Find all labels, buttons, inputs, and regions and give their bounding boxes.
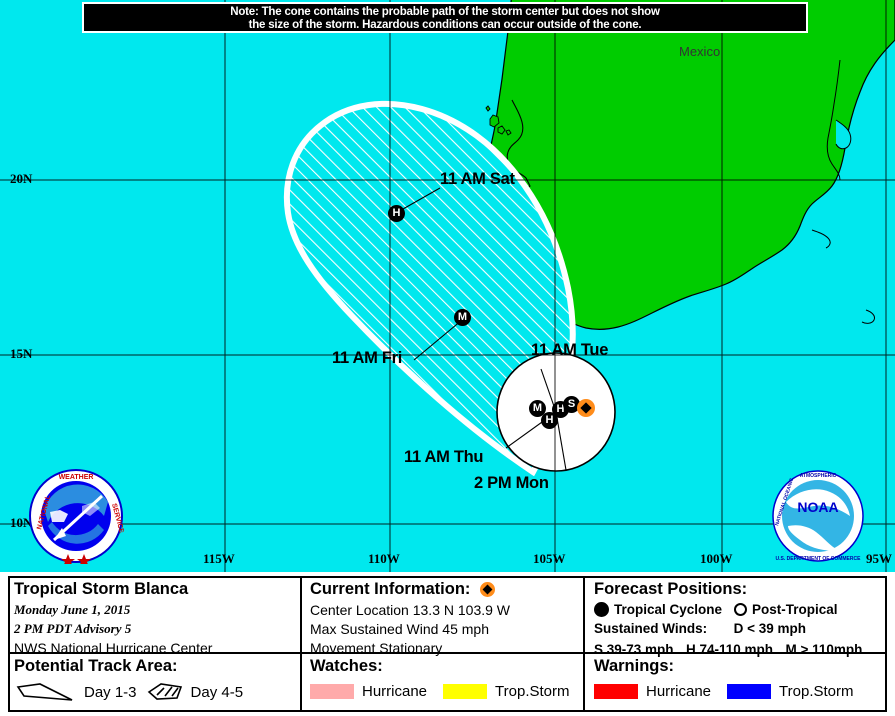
svg-text:ATMOSPHERIC: ATMOSPHERIC — [800, 473, 837, 479]
time-label-tue: 11 AM Tue — [531, 341, 609, 359]
note-line-2: the size of the storm. Hazardous conditi… — [248, 19, 642, 31]
potential-track-area-title: Potential Track Area: — [14, 657, 178, 675]
forecast-point-tue[interactable]: S — [563, 396, 580, 413]
nws-logo: WEATHER NATIONAL SERVICE — [29, 469, 124, 564]
cone-disclaimer-note: Note: The cone contains the probable pat… — [82, 2, 808, 33]
time-label-sat: 11 AM Sat — [440, 170, 515, 188]
day-4-5-label: Day 4-5 — [190, 683, 244, 701]
lat-label-10n: 10N — [10, 515, 33, 530]
lat-label-20n: 20N — [10, 171, 33, 186]
post-tropical-icon — [734, 603, 748, 616]
forecast-point-fri[interactable]: M — [454, 309, 471, 326]
day-1-3-label: Day 1-3 — [84, 683, 137, 701]
wind-category-s: S 39-73 mph — [594, 642, 674, 657]
day-1-3-cone-icon — [16, 683, 73, 701]
lon-label-95w: 95W — [866, 551, 892, 566]
current-position-icon[interactable] — [577, 399, 595, 417]
lon-label-115w: 115W — [203, 551, 235, 566]
movement: Movement Stationary — [310, 640, 443, 656]
storm-name: Tropical Storm Blanca — [14, 580, 189, 598]
sustained-winds-label: Sustained Winds: — [594, 621, 708, 636]
max-sustained-wind: Max Sustained Wind 45 mph — [310, 621, 489, 637]
current-information-title: Current Information: — [310, 580, 471, 598]
lon-label-110w: 110W — [368, 551, 400, 566]
legend-divider-v2 — [583, 576, 585, 652]
forecast-positions-title: Forecast Positions: — [594, 580, 748, 598]
tropical-cyclone-label: Tropical Cyclone — [614, 602, 723, 617]
lon-label-105w: 105W — [533, 551, 566, 566]
hurricane-watch-label: Hurricane — [362, 683, 428, 700]
noaa-logo-text: NOAA — [797, 499, 838, 515]
post-tropical-label: Post-Tropical — [752, 602, 838, 617]
trop-storm-watch-label: Trop.Storm — [495, 683, 570, 700]
watches-title: Watches: — [310, 657, 383, 675]
svg-text:U.S. DEPARTMENT OF COMMERCE: U.S. DEPARTMENT OF COMMERCE — [776, 556, 862, 562]
tropical-cyclone-icon — [594, 602, 609, 617]
country-label-mexico: Mexico — [679, 44, 721, 59]
time-label-mon: 2 PM Mon — [474, 474, 549, 492]
wind-category-d: D < 39 mph — [733, 621, 806, 636]
center-location: Center Location 13.3 N 103.9 W — [310, 602, 511, 618]
hurricane-warning-swatch — [594, 684, 638, 699]
advisory-number: 2 PM PDT Advisory 5 — [14, 621, 132, 636]
forecast-point-sat[interactable]: H — [388, 205, 405, 222]
trop-storm-warning-swatch — [727, 684, 772, 699]
note-line-1: Note: The cone contains the probable pat… — [230, 6, 660, 18]
wind-category-h: H 74-110 mph — [685, 642, 774, 657]
forecast-map[interactable]: Note: The cone contains the probable pat… — [0, 0, 895, 572]
current-position-legend-icon — [480, 582, 496, 597]
trop-storm-warning-label: Trop.Storm — [779, 683, 854, 700]
time-label-thu: 11 AM Thu — [404, 448, 484, 466]
wind-category-m: M > 110mph — [785, 642, 863, 657]
lon-label-100w: 100W — [700, 551, 733, 566]
day-4-5-cone-icon — [147, 683, 182, 700]
issuing-agency: NWS National Hurricane Center — [14, 640, 213, 656]
hurricane-warning-label: Hurricane — [646, 683, 712, 700]
forecast-point-thu[interactable]: M — [529, 400, 546, 417]
advisory-date: Monday June 1, 2015 — [14, 602, 131, 617]
svg-text:WEATHER: WEATHER — [59, 474, 94, 481]
legend-divider-horizontal — [8, 652, 887, 654]
map-graphics — [0, 0, 895, 572]
forecast-point-wed[interactable]: H — [541, 412, 558, 429]
legend-divider-v3 — [300, 654, 302, 712]
time-label-fri: 11 AM Fri — [332, 349, 403, 367]
map-legend: Tropical Storm Blanca Monday June 1, 201… — [0, 572, 895, 716]
lat-label-15n: 15N — [10, 346, 33, 361]
trop-storm-watch-swatch — [443, 684, 488, 699]
legend-divider-v1 — [300, 576, 302, 652]
legend-frame — [8, 576, 887, 712]
warnings-title: Warnings: — [594, 657, 675, 675]
noaa-logo: NOAA ATMOSPHERIC NATIONAL OCEANIC U.S. D… — [772, 470, 864, 562]
hurricane-watch-swatch — [310, 684, 354, 699]
legend-divider-v4 — [583, 654, 585, 712]
